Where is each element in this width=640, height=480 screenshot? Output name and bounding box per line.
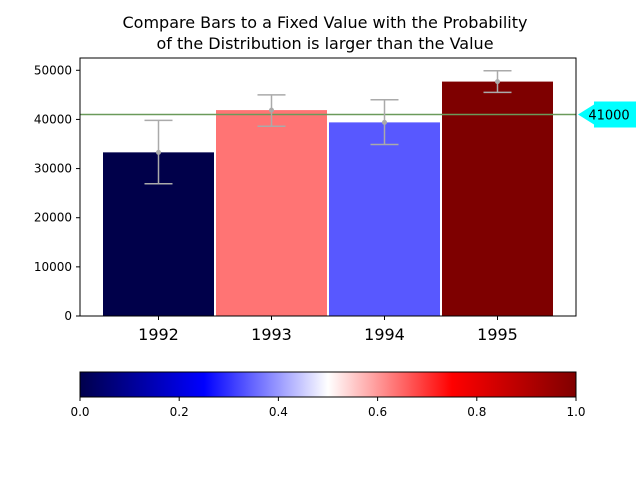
- y-tick-label: 40000: [34, 112, 72, 126]
- chart-title-line-2: of the Distribution is larger than the V…: [156, 34, 493, 53]
- plot-area: 0 10000 20000 30000 40000 50000 1992 1993 1994 19…: [34, 57, 636, 344]
- x-tick-label: 1995: [477, 325, 518, 344]
- error-bar-mean-point: [269, 107, 274, 113]
- colorbar-gradient: [79, 371, 577, 398]
- x-tick-label: 1994: [364, 325, 405, 344]
- bar-1995: [442, 81, 553, 317]
- error-bar-1992: [144, 119, 173, 185]
- colorbar: 0.0 0.2 0.4 0.6 0.8 1.0: [70, 371, 586, 419]
- y-tick-label: 30000: [34, 162, 72, 176]
- reference-marker-label: 41000: [588, 109, 629, 124]
- colorbar-tick-label: 0.0: [70, 405, 89, 419]
- error-bar-1993: [257, 94, 286, 128]
- y-tick-label: 20000: [34, 211, 72, 225]
- error-bar-1994: [370, 99, 399, 146]
- error-bar-1995: [483, 70, 512, 94]
- error-bar-mean-point: [156, 149, 161, 155]
- error-bar-mean-point: [382, 119, 387, 125]
- reference-marker-shape: [578, 101, 636, 128]
- axes-frame: [79, 57, 577, 317]
- error-bar-mean-point: [495, 79, 500, 85]
- bar-1994: [329, 122, 440, 317]
- x-tick-label: 1992: [138, 325, 179, 344]
- colorbar-tick-label: 1.0: [566, 405, 585, 419]
- bar-1993: [216, 110, 327, 316]
- chart-title-line-1: Compare Bars to a Fixed Value with the P…: [122, 13, 527, 32]
- colorbar-tick-label: 0.8: [467, 405, 486, 419]
- y-tick-label: 0: [64, 309, 72, 323]
- x-tick-label: 1993: [251, 325, 292, 344]
- colorbar-tick-label: 0.4: [269, 405, 288, 419]
- colorbar-tick-label: 0.6: [368, 405, 387, 419]
- y-tick-label: 10000: [34, 260, 72, 274]
- y-tick-label: 50000: [34, 63, 72, 77]
- colorbar-tick-label: 0.2: [170, 405, 189, 419]
- reference-marker: 41000: [578, 101, 636, 128]
